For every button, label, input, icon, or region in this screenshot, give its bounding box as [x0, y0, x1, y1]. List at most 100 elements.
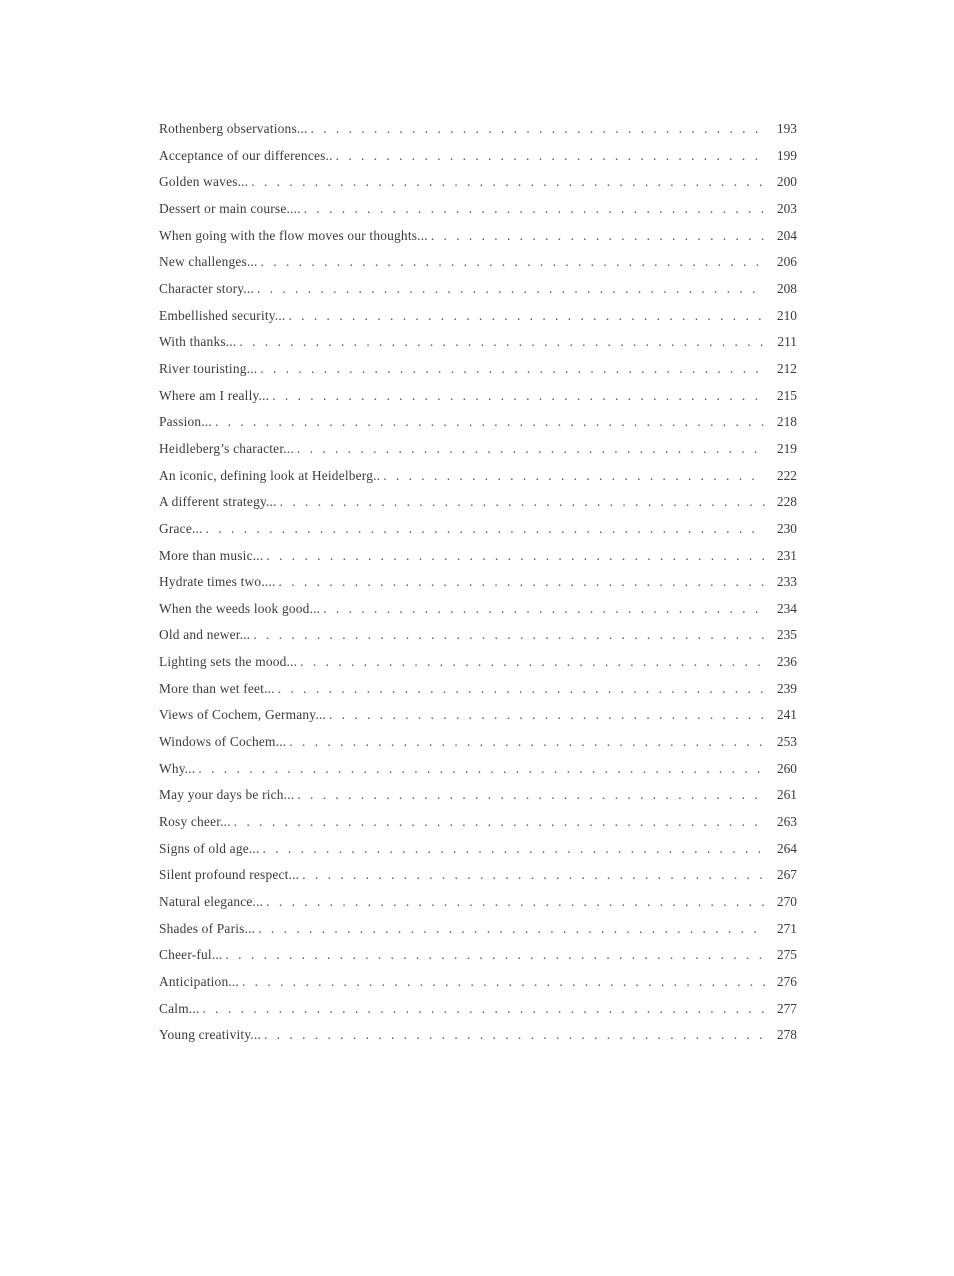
toc-entry-title: Rothenberg observations...: [159, 121, 308, 136]
toc-entry-title: More than music...: [159, 547, 264, 563]
toc-entry-title: Views of Cochem, Germany...: [159, 707, 326, 723]
toc-entry-title: Why...: [159, 760, 196, 776]
toc-entry-page-number: 236: [776, 654, 797, 670]
toc-entry-page-number: 230: [776, 520, 797, 536]
toc-entry-title: Anticipation...: [159, 974, 239, 989]
toc-entry: More than music... 231: [159, 543, 797, 570]
toc-entry: May your days be rich... 261: [159, 782, 797, 809]
dot-leader: [288, 303, 765, 330]
toc-entry-title: Character story...: [159, 280, 254, 296]
toc-entry: Hydrate times two.... 233: [159, 569, 797, 596]
toc-entry: Why... 260: [159, 756, 797, 783]
toc-entry-page-number: 239: [776, 680, 797, 696]
toc-entry-title: With thanks...: [159, 334, 237, 350]
toc-entry: Windows of Cochem... 253: [159, 729, 797, 756]
toc-entry-page-number: 200: [776, 174, 797, 190]
toc-entry-page-number: 219: [776, 440, 797, 456]
toc-entry: With thanks... 211: [159, 329, 797, 356]
toc-entry: Rothenberg observations... 193: [159, 116, 797, 143]
toc-entry: Natural elegance... 270: [159, 889, 797, 916]
dot-leader: [261, 249, 765, 276]
toc-entry-title: A different strategy...: [159, 494, 277, 510]
toc-entry: Cheer-ful... 275: [159, 942, 797, 969]
dot-leader: [383, 463, 765, 490]
toc-entry: Signs of old age... 264: [159, 836, 797, 863]
toc-entry-title: Acceptance of our differences..: [159, 147, 333, 163]
toc-entry-title: Passion...: [159, 414, 212, 430]
dot-leader: [253, 622, 765, 649]
toc-entry-title: More than wet feet...: [159, 680, 275, 696]
table-of-contents: Rothenberg observations... 193 Acceptanc…: [159, 116, 797, 1049]
toc-entry-title: Old and newer...: [159, 627, 251, 643]
dot-leader: [323, 596, 765, 623]
dot-leader: [278, 676, 765, 703]
dot-leader: [242, 969, 765, 996]
toc-entry-page-number: 193: [776, 121, 797, 136]
dot-leader: [431, 223, 765, 250]
dot-leader: [297, 436, 765, 463]
toc-entry-title: Heidleberg’s character...: [159, 440, 294, 456]
toc-entry-title: Where am I really...: [159, 387, 270, 403]
toc-entry-title: Shades of Paris...: [159, 920, 256, 936]
toc-entry: River touristing... 212: [159, 356, 797, 383]
toc-entry-title: Silent profound respect...: [159, 867, 300, 883]
toc-entry: An iconic, defining look at Heidelberg..…: [159, 463, 797, 490]
dot-leader: [272, 383, 765, 410]
toc-entry-title: Dessert or main course....: [159, 200, 301, 216]
toc-entry-title: River touristing...: [159, 360, 258, 376]
toc-entry-title: When going with the flow moves our thoug…: [159, 227, 428, 243]
toc-entry-title: Natural elegance...: [159, 894, 264, 910]
toc-entry: Silent profound respect... 267: [159, 862, 797, 889]
dot-leader: [289, 729, 765, 756]
toc-entry-page-number: 278: [776, 1027, 797, 1043]
toc-entry-page-number: 235: [776, 627, 797, 643]
toc-entry-page-number: 211: [777, 334, 797, 350]
dot-leader: [266, 889, 765, 916]
toc-entry-title: Signs of old age...: [159, 840, 260, 856]
dot-leader: [234, 809, 765, 836]
toc-entry: A different strategy... 228: [159, 489, 797, 516]
toc-entry: Golden waves... 200: [159, 169, 797, 196]
toc-entry-title: Golden waves...: [159, 174, 249, 190]
toc-entry-page-number: 241: [776, 707, 797, 723]
dot-leader: [297, 782, 765, 809]
toc-entry: Views of Cochem, Germany... 241: [159, 702, 797, 729]
toc-entry: Where am I really... 215: [159, 383, 797, 410]
toc-entry: Dessert or main course.... 203: [159, 196, 797, 223]
dot-leader: [206, 516, 765, 543]
dot-leader: [266, 543, 765, 570]
dot-leader: [329, 702, 765, 729]
toc-entry-page-number: 210: [776, 307, 797, 323]
toc-entry: Calm... 277: [159, 996, 797, 1023]
toc-entry-page-number: 264: [776, 840, 797, 856]
toc-entry: Rosy cheer... 263: [159, 809, 797, 836]
toc-entry: When the weeds look good... 234: [159, 596, 797, 623]
dot-leader: [258, 916, 765, 943]
toc-entry-title: Young creativity...: [159, 1027, 261, 1043]
toc-entry-page-number: 208: [776, 280, 797, 296]
toc-entry-page-number: 204: [776, 227, 797, 243]
toc-entry-page-number: 203: [776, 200, 797, 216]
toc-entry: Heidleberg’s character... 219: [159, 436, 797, 463]
dot-leader: [225, 942, 765, 969]
toc-entry-page-number: 222: [776, 467, 797, 483]
dot-leader: [300, 649, 765, 676]
toc-entry-page-number: 199: [776, 147, 797, 163]
toc-entry: Embellished security... 210: [159, 303, 797, 330]
toc-entry-page-number: 267: [776, 867, 797, 883]
toc-entry-title: Rosy cheer...: [159, 814, 231, 830]
toc-entry-title: Grace...: [159, 520, 203, 536]
toc-entry-title: Windows of Cochem...: [159, 734, 287, 750]
toc-entry: Character story... 208: [159, 276, 797, 303]
toc-entry-title: An iconic, defining look at Heidelberg..: [159, 467, 381, 483]
toc-entry-page-number: 263: [776, 814, 797, 830]
toc-entry-page-number: 233: [776, 574, 797, 590]
toc-entry-title: Hydrate times two....: [159, 574, 276, 590]
toc-entry: Acceptance of our differences.. 199: [159, 143, 797, 170]
dot-leader: [215, 409, 765, 436]
toc-entry: Old and newer... 235: [159, 622, 797, 649]
toc-entry-title: May your days be rich...: [159, 787, 295, 803]
dot-leader: [198, 756, 765, 783]
toc-entry-page-number: 270: [776, 894, 797, 910]
